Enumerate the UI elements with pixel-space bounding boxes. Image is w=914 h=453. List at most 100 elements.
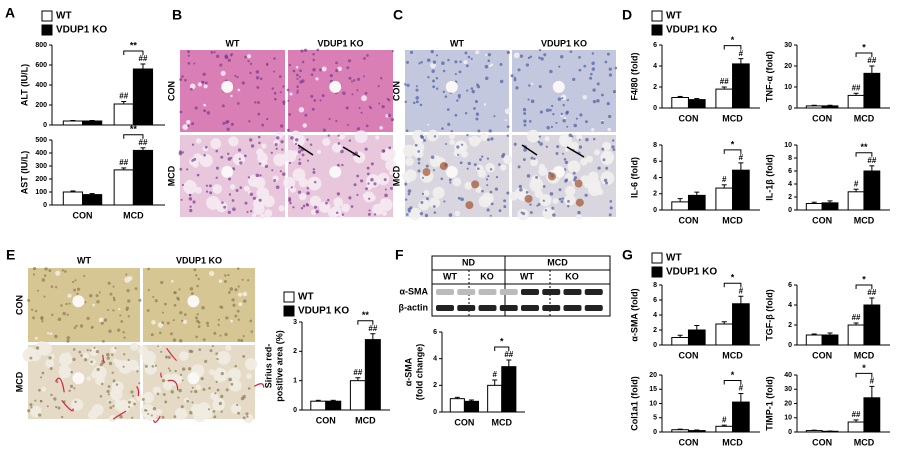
- bar: [349, 380, 366, 411]
- nucleus: [194, 316, 198, 320]
- nucleus: [454, 113, 458, 117]
- nucleus: [214, 392, 217, 395]
- nucleus: [208, 386, 211, 390]
- bar: [62, 120, 84, 126]
- nucleus: [542, 199, 545, 202]
- vacuole: [481, 192, 494, 205]
- nucleus: [495, 175, 499, 179]
- nucleus: [363, 75, 366, 78]
- nucleus: [549, 192, 554, 196]
- row-label: MCD: [391, 165, 401, 186]
- nucleus: [64, 270, 67, 273]
- nucleus: [169, 369, 172, 372]
- nucleus: [292, 206, 295, 209]
- nucleus: [79, 324, 84, 328]
- vacuole: [163, 374, 170, 381]
- nucleus: [127, 315, 130, 318]
- nucleus: [184, 78, 187, 82]
- y-tick-label: 20: [784, 400, 792, 407]
- nucleus: [506, 125, 510, 129]
- nucleus: [493, 115, 496, 118]
- y-tick-label: 2: [433, 382, 437, 389]
- nucleus: [557, 97, 562, 101]
- panel-label: G: [622, 247, 633, 263]
- y-tick-label: 4: [788, 181, 792, 188]
- nucleus: [286, 88, 290, 92]
- nucleus: [296, 85, 299, 88]
- nucleus: [179, 373, 183, 376]
- nucleus: [125, 273, 128, 276]
- nucleus: [523, 119, 527, 123]
- x-tick-label: MCD: [492, 417, 513, 427]
- y-tick-label: 400: [35, 150, 47, 157]
- nucleus: [313, 99, 317, 102]
- nucleus: [229, 287, 234, 291]
- nucleus: [27, 298, 31, 302]
- nucleus: [66, 313, 69, 316]
- nucleus: [537, 140, 541, 144]
- vacuole: [382, 211, 388, 216]
- nucleus: [93, 346, 96, 349]
- nucleus: [419, 211, 424, 216]
- group-label: ND: [462, 257, 475, 267]
- nucleus: [154, 364, 158, 367]
- vacuole: [503, 155, 513, 165]
- nucleus: [127, 299, 131, 303]
- vacuole: [212, 398, 226, 411]
- nucleus: [447, 58, 450, 62]
- nucleus: [245, 412, 249, 416]
- x-tick-label: CON: [812, 350, 832, 360]
- vacuole: [408, 207, 422, 221]
- nucleus: [513, 78, 517, 82]
- nucleus: [435, 76, 439, 80]
- nucleus: [265, 63, 269, 66]
- nucleus: [225, 388, 229, 392]
- nucleus: [517, 68, 521, 72]
- nucleus: [433, 135, 437, 138]
- nucleus: [32, 267, 37, 271]
- nucleus: [194, 274, 198, 277]
- bar: [821, 334, 839, 346]
- bar: [847, 94, 865, 109]
- histology-image: [143, 267, 255, 343]
- nucleus: [201, 306, 205, 310]
- significance-mark: #: [739, 286, 744, 295]
- y-tick-label: 600: [35, 62, 47, 69]
- nucleus: [189, 411, 193, 415]
- vacuole: [552, 198, 559, 205]
- nucleus: [533, 157, 536, 161]
- x-tick-label: CON: [812, 437, 832, 447]
- nucleus: [578, 55, 581, 59]
- vacuole: [480, 133, 489, 142]
- nucleus: [415, 88, 419, 92]
- nucleus: [119, 314, 122, 317]
- bar: [113, 103, 134, 126]
- y-tick-label: 2: [653, 191, 657, 198]
- significance-mark: *: [731, 35, 735, 45]
- nucleus: [204, 81, 208, 85]
- nucleus: [107, 281, 111, 285]
- vacuole: [430, 62, 436, 69]
- nucleus: [240, 339, 244, 343]
- nucleus: [271, 169, 274, 172]
- nucleus: [456, 99, 459, 102]
- nucleus: [341, 163, 344, 167]
- vacuole: [244, 358, 258, 371]
- y-tick-label: 8: [653, 142, 657, 149]
- panel-label: B: [172, 7, 182, 23]
- vacuole: [141, 350, 156, 365]
- y-tick-label: 30: [784, 42, 792, 49]
- nucleus: [485, 76, 489, 81]
- nucleus: [110, 353, 114, 357]
- nucleus: [489, 168, 493, 171]
- vacuole: [208, 368, 215, 375]
- nucleus: [83, 357, 88, 362]
- nucleus: [345, 106, 349, 110]
- vacuole: [588, 171, 599, 182]
- nucleus: [216, 54, 220, 59]
- nucleus: [50, 313, 54, 317]
- nucleus: [227, 210, 231, 214]
- nucleus: [224, 54, 229, 58]
- nucleus: [204, 359, 208, 363]
- vacuole: [246, 373, 252, 380]
